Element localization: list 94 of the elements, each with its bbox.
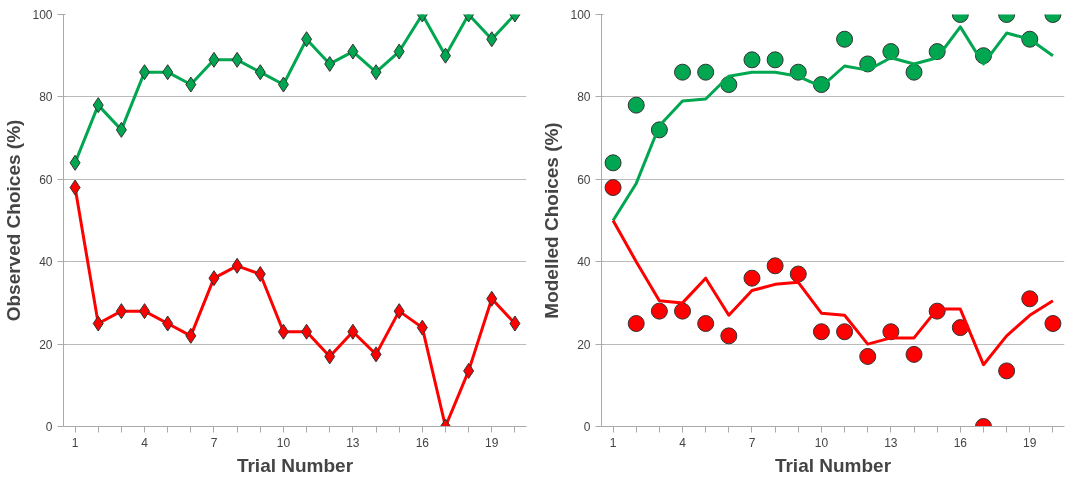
point bbox=[254, 266, 266, 283]
point bbox=[92, 97, 104, 114]
point bbox=[650, 302, 668, 320]
point bbox=[393, 303, 405, 320]
y-tick-label: 0 bbox=[45, 420, 53, 434]
point bbox=[208, 270, 220, 287]
point bbox=[370, 64, 382, 81]
point bbox=[836, 30, 854, 48]
point bbox=[674, 63, 692, 81]
y-tick-label: 80 bbox=[577, 90, 591, 105]
x-tick-label: 10 bbox=[814, 435, 829, 450]
y-tick-label: 80 bbox=[39, 90, 53, 105]
point bbox=[347, 323, 359, 340]
y-tick-label: 0 bbox=[583, 420, 591, 434]
point bbox=[115, 303, 127, 320]
point bbox=[301, 323, 313, 340]
x-tick-label: 7 bbox=[748, 435, 756, 450]
y-tick-label: 40 bbox=[39, 255, 53, 270]
x-tick-label: 1 bbox=[71, 435, 79, 450]
point bbox=[231, 257, 243, 274]
point bbox=[789, 265, 807, 283]
x-tick-label: 19 bbox=[1023, 435, 1037, 450]
point bbox=[812, 323, 830, 341]
x-tick-label: 4 bbox=[679, 435, 687, 450]
x-tick-label: 10 bbox=[276, 435, 291, 450]
line-series bbox=[611, 25, 1055, 222]
point bbox=[859, 347, 877, 365]
y-tick-label: 60 bbox=[39, 172, 53, 187]
x-tick-label: 1 bbox=[609, 435, 617, 450]
y-tick-label: 20 bbox=[577, 337, 591, 352]
point bbox=[301, 31, 313, 48]
point bbox=[697, 63, 715, 81]
point bbox=[1044, 315, 1062, 332]
point bbox=[324, 55, 336, 72]
point bbox=[951, 319, 969, 337]
point bbox=[882, 43, 900, 61]
point bbox=[905, 345, 923, 363]
point bbox=[115, 121, 127, 138]
x-tick-label: 16 bbox=[415, 435, 430, 450]
x-tick-label: 19 bbox=[485, 435, 499, 450]
x-tick-label: 16 bbox=[953, 435, 968, 450]
x-axis-title: Trial Number bbox=[774, 454, 892, 476]
point bbox=[674, 302, 692, 320]
x-tick-label: 7 bbox=[210, 435, 218, 450]
x-tick-label: 4 bbox=[141, 435, 149, 450]
x-axis-title: Trial Number bbox=[236, 454, 354, 476]
x-tick-label: 13 bbox=[884, 435, 898, 450]
x-tick-label: 13 bbox=[346, 435, 360, 450]
point bbox=[370, 346, 382, 363]
point bbox=[766, 51, 784, 69]
point bbox=[905, 63, 923, 81]
point bbox=[208, 51, 220, 68]
line-series bbox=[611, 219, 1055, 367]
y-tick-label: 60 bbox=[577, 172, 591, 187]
point bbox=[324, 348, 336, 365]
y-tick-label: 20 bbox=[39, 337, 53, 352]
point bbox=[463, 362, 475, 379]
point bbox=[92, 315, 104, 332]
point bbox=[604, 154, 622, 172]
point bbox=[627, 315, 645, 332]
point bbox=[697, 315, 715, 332]
point bbox=[743, 51, 761, 69]
point bbox=[416, 319, 428, 336]
point bbox=[69, 154, 81, 171]
point bbox=[185, 327, 197, 344]
point bbox=[486, 290, 498, 307]
point bbox=[347, 43, 359, 60]
point bbox=[998, 362, 1016, 380]
point bbox=[139, 303, 151, 320]
point bbox=[509, 315, 521, 332]
point bbox=[162, 315, 174, 332]
point bbox=[627, 96, 645, 114]
point bbox=[162, 64, 174, 81]
point bbox=[1021, 290, 1039, 308]
point bbox=[393, 43, 405, 60]
y-axis-title: Modelled Choices (%) bbox=[541, 122, 563, 319]
point bbox=[139, 64, 151, 81]
point bbox=[766, 257, 784, 275]
point bbox=[439, 47, 451, 64]
point bbox=[743, 269, 761, 287]
point bbox=[277, 76, 289, 93]
point bbox=[231, 51, 243, 68]
y-tick-label: 40 bbox=[577, 255, 591, 270]
point bbox=[277, 323, 289, 340]
y-tick-label: 100 bbox=[32, 8, 53, 22]
point bbox=[486, 31, 498, 48]
y-axis-title: Observed Choices (%) bbox=[3, 119, 25, 322]
point bbox=[185, 76, 197, 93]
point bbox=[604, 179, 622, 197]
point bbox=[254, 64, 266, 81]
point bbox=[69, 179, 81, 196]
point bbox=[836, 323, 854, 341]
y-tick-label: 100 bbox=[570, 8, 591, 22]
point bbox=[720, 327, 738, 345]
